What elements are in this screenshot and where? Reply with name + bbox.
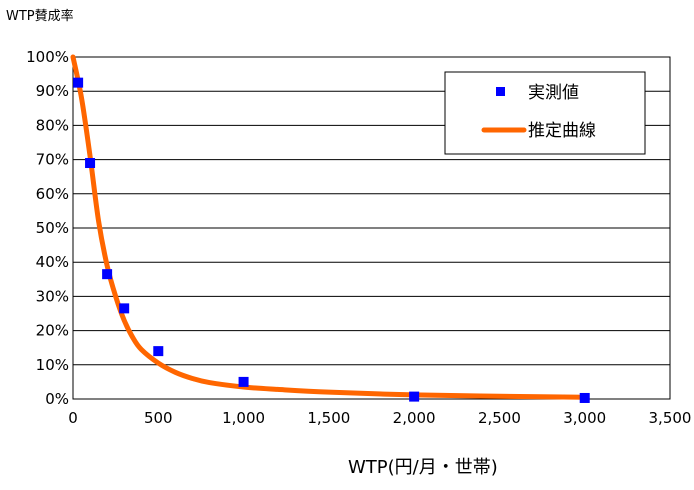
y-tick-label: 60% [36,185,69,203]
y-tick-label: 50% [36,219,69,237]
plot-area [72,56,671,400]
observed-point [119,303,130,314]
y-tick-label: 70% [36,151,69,169]
legend-label-fitted: 推定曲線 [528,121,596,141]
legend-box [444,71,646,155]
x-tick-label: 3,000 [563,409,606,427]
y-tick-label: 30% [36,287,69,305]
x-tick-label: 3,500 [649,409,692,427]
x-tick-labels: 0 500 1,000 1,500 2,000 2,500 3,000 3,500 [68,409,691,427]
x-tick-label: 2,000 [393,409,436,427]
y-axis-label: WTP賛成率 [6,8,74,24]
y-tick-label: 10% [36,356,69,374]
x-tick-label: 500 [144,409,173,427]
x-tick-label: 1,000 [222,409,265,427]
y-tick-label: 20% [36,322,69,340]
x-tick-label: 0 [68,409,78,427]
observed-points-series [73,77,590,403]
observed-point [153,346,164,357]
y-tick-label: 40% [36,253,69,271]
y-tick-label: 0% [45,390,69,408]
y-tick-label: 90% [36,82,69,100]
y-tick-labels: 0% 10% 20% 30% 40% 50% 60% 70% 80% 90% 100% [26,48,69,408]
x-tick-label: 2,500 [478,409,521,427]
observed-point [409,391,420,402]
observed-point [73,77,84,88]
fitted-curve-line [70,54,588,400]
observed-point [85,158,96,169]
fitted-curve-series [70,54,588,400]
legend-marker-observed [496,87,505,96]
observed-point [238,376,249,387]
legend: 実測値 推定曲線 [444,71,646,155]
observed-point [102,269,113,280]
observed-point [579,392,590,403]
x-tick-label: 1,500 [307,409,350,427]
x-axis-label: WTP(円/月・世帯) [348,457,498,478]
y-tick-label: 100% [26,48,69,66]
legend-label-observed: 実測値 [528,83,579,103]
y-tick-label: 80% [36,116,69,134]
